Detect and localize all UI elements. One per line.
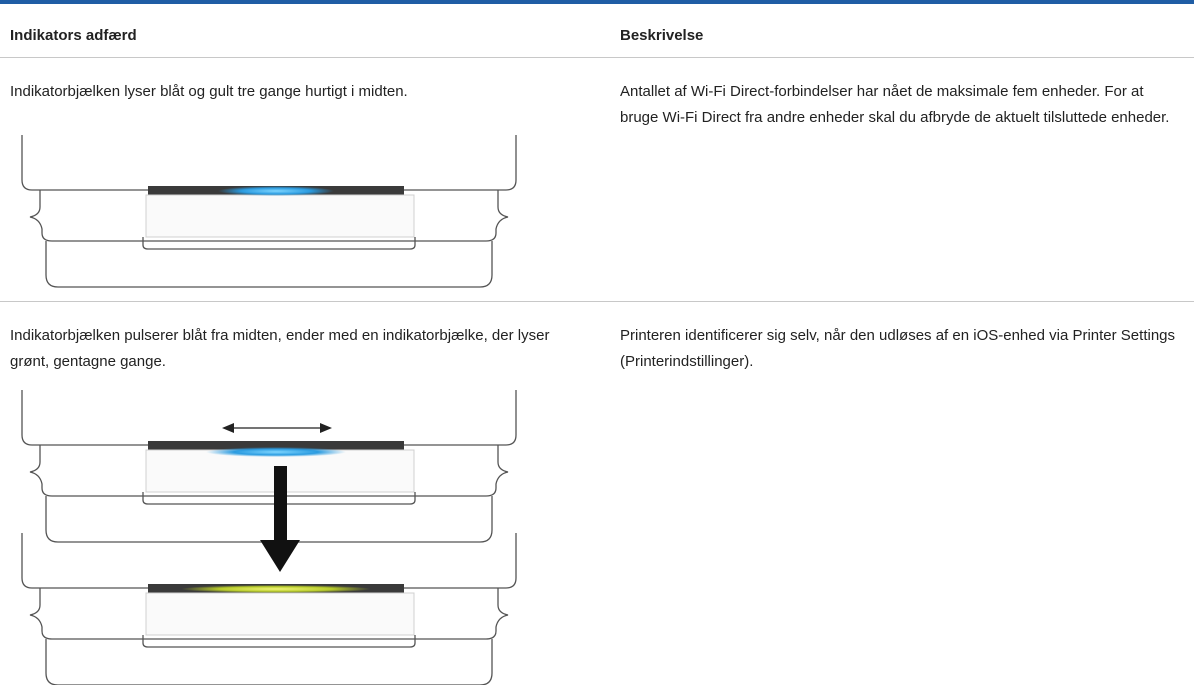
printer-illustration (21, 389, 517, 543)
header-rule (0, 57, 1194, 58)
header-cell: Indikators adfærd (10, 27, 137, 44)
table-cell: Indikatorbjælken pulserer blåt fra midte… (10, 327, 550, 370)
printer-illustration (21, 134, 517, 288)
top-border (0, 0, 1194, 4)
arrow (260, 466, 300, 572)
table-cell: Printeren identificerer sig selv, når de… (620, 327, 1175, 370)
table-cell: Indikatorbjælken lyser blåt og gult tre … (10, 83, 408, 100)
header-cell: Beskrivelse (620, 27, 704, 44)
row-rule (0, 301, 1194, 302)
printer-illustration (21, 532, 517, 685)
table-cell: Antallet af Wi-Fi Direct-forbindelser ha… (620, 83, 1170, 126)
